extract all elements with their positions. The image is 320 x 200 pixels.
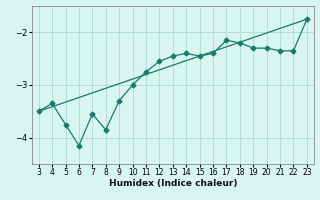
X-axis label: Humidex (Indice chaleur): Humidex (Indice chaleur) (108, 179, 237, 188)
